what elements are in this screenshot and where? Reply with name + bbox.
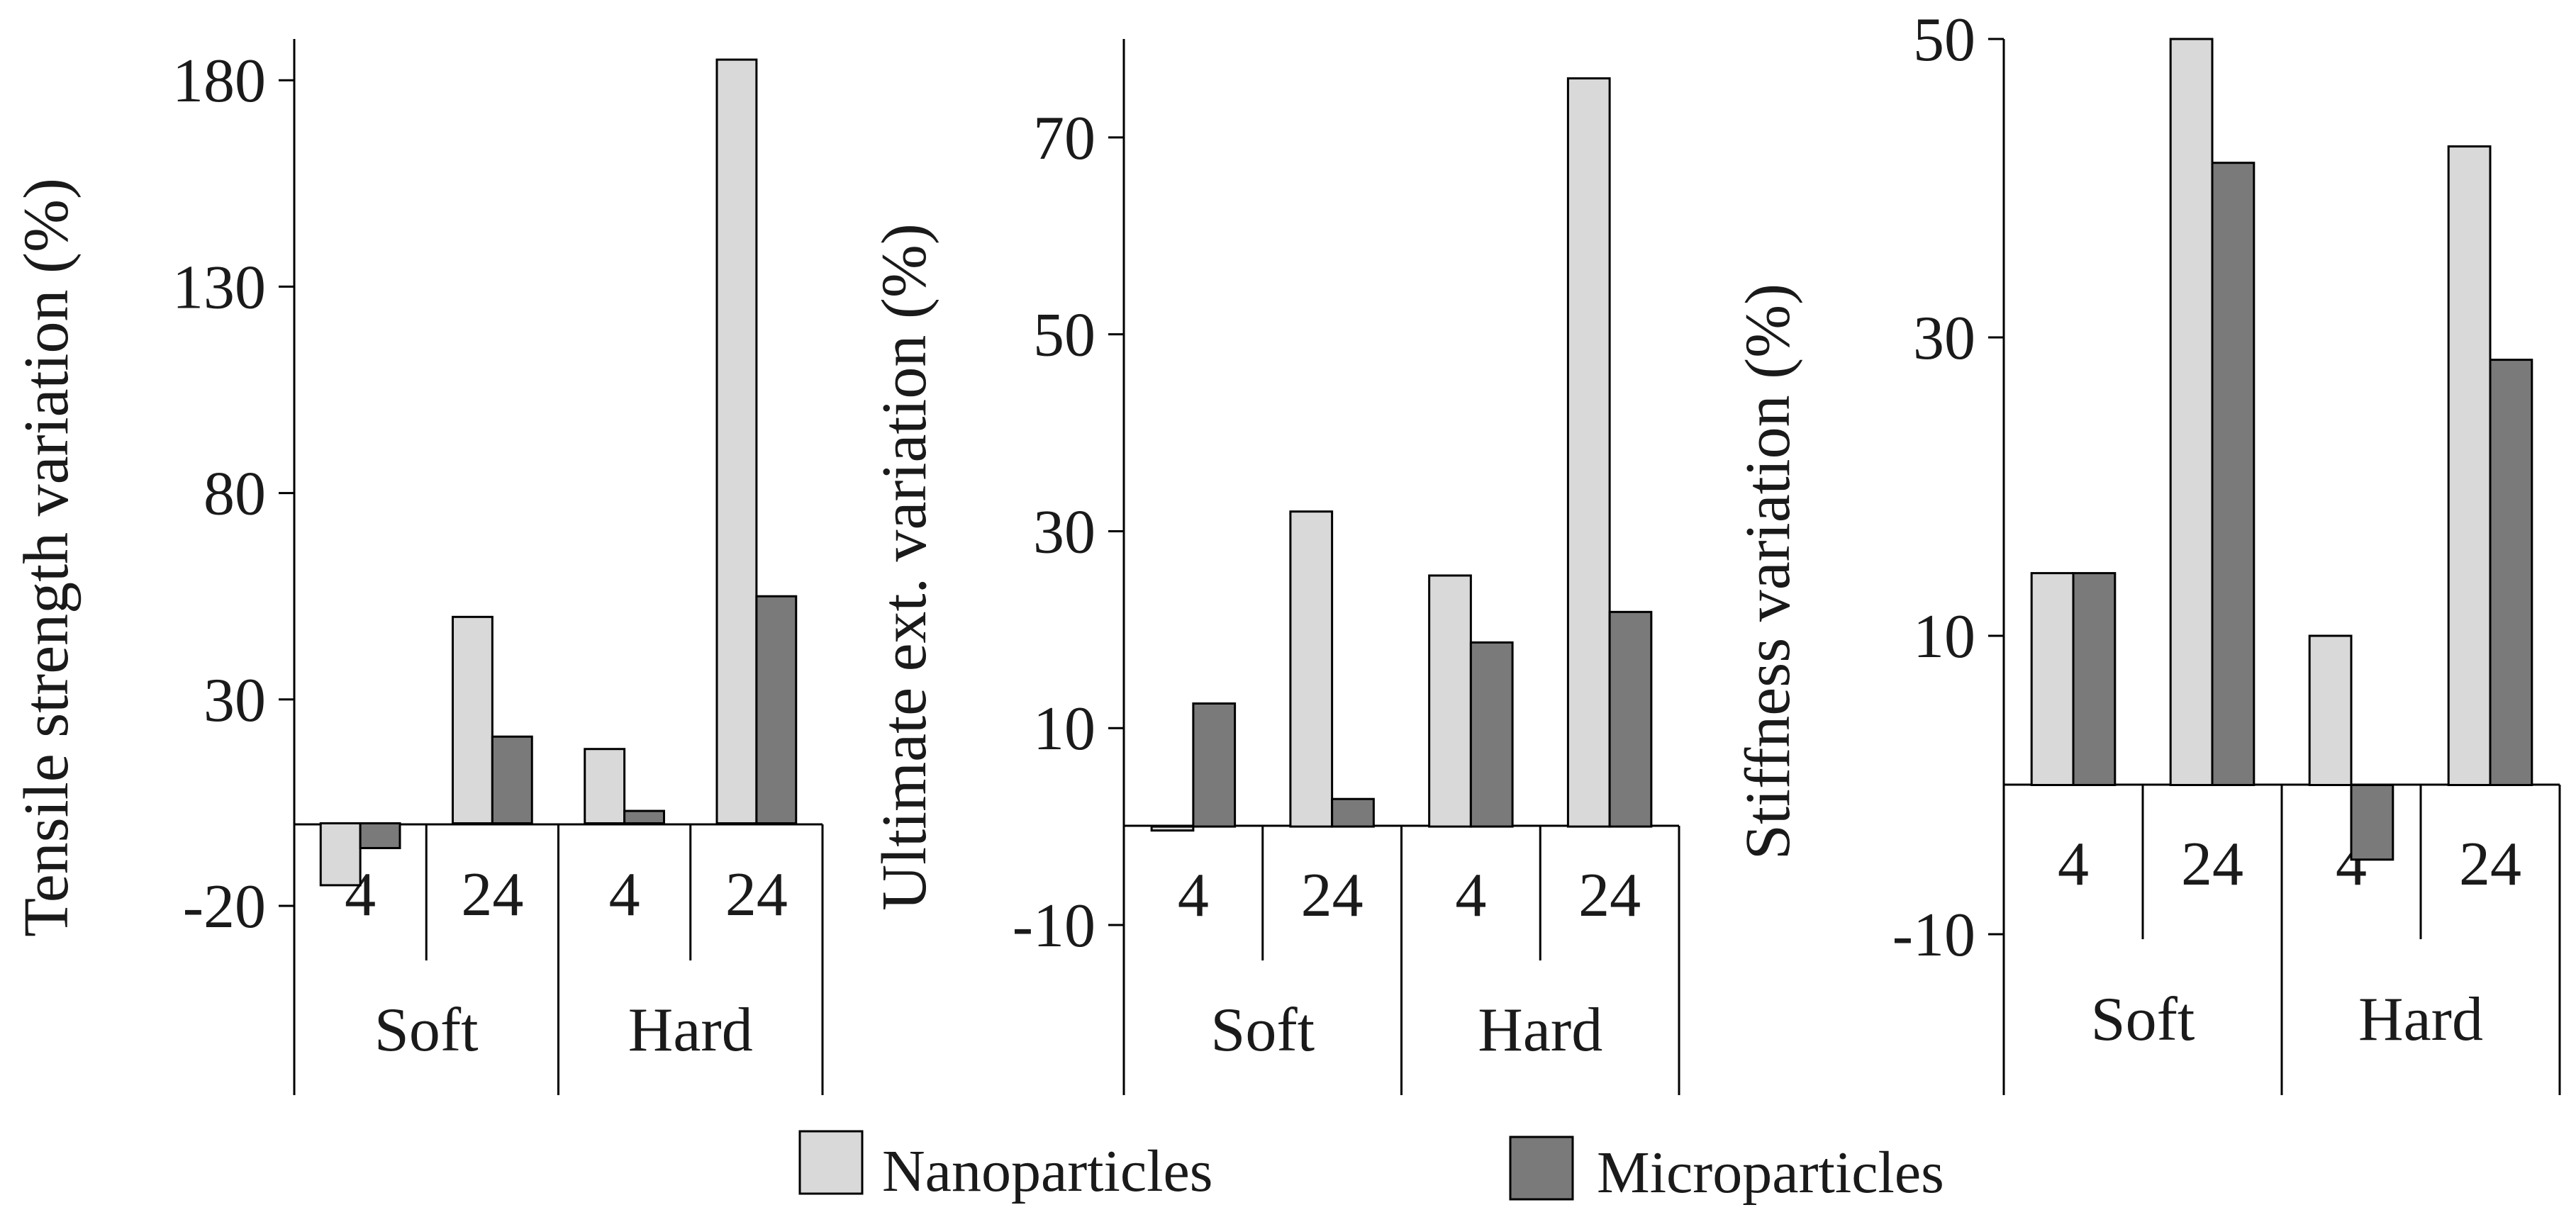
group-label: Soft — [1210, 996, 1315, 1065]
legend: Nanoparticles Microparticles — [798, 1130, 1944, 1206]
bar-nanoparticles — [2447, 145, 2492, 786]
y-tick-label: -10 — [1013, 892, 1095, 960]
y-tick-label: 10 — [1913, 602, 1975, 671]
y-tick-label: 30 — [1913, 304, 1975, 373]
category-label: 4 — [1178, 861, 1209, 930]
chart-tensile-strength: -20 30 80 130 180 Tensile strength variation … — [11, 39, 824, 1095]
legend-label-nanoparticles: Nanoparticles — [882, 1138, 1212, 1204]
bar-microparticles — [2072, 572, 2117, 787]
bar-microparticles — [623, 809, 665, 825]
bar-nanoparticles — [1566, 77, 1611, 828]
bar-nanoparticles — [1428, 574, 1472, 828]
bar-nanoparticles — [452, 615, 494, 825]
bar-microparticles — [2489, 359, 2533, 786]
y-tick-label: 50 — [1913, 6, 1975, 74]
bar-microparticles — [359, 822, 401, 849]
bar-nanoparticles — [1289, 510, 1334, 828]
bar-microparticles — [1469, 641, 1514, 828]
category-label: 24 — [461, 861, 523, 929]
bar-microparticles — [1608, 610, 1653, 828]
category-label: 24 — [1301, 861, 1364, 930]
bar-microparticles — [755, 595, 798, 825]
category-label: 24 — [2459, 830, 2521, 899]
y-axis-title: Stiffness variation (%) — [1733, 284, 1803, 860]
y-tick-label: 180 — [172, 47, 266, 116]
y-tick-label: 50 — [1033, 301, 1095, 370]
legend-label-microparticles: Microparticles — [1597, 1140, 1944, 1206]
bar-nanoparticles — [2030, 572, 2075, 787]
y-tick-label: 10 — [1033, 695, 1095, 763]
bar-microparticles — [2211, 162, 2256, 786]
category-label: 4 — [609, 861, 640, 929]
category-label: 4 — [2058, 830, 2089, 899]
bar-nanoparticles — [715, 58, 758, 825]
y-tick-label: -20 — [183, 873, 266, 941]
bar-nanoparticles — [584, 748, 626, 825]
group-label: Hard — [628, 996, 753, 1065]
legend-swatch-nanoparticles — [798, 1130, 864, 1195]
y-tick-label: 130 — [172, 253, 266, 322]
y-tick-label: -10 — [1892, 901, 1975, 970]
y-axis-title: Tensile strength variation (%) — [11, 178, 82, 937]
bar-nanoparticles — [2308, 634, 2353, 786]
category-label: 24 — [1578, 861, 1641, 930]
chart-ultimate-extension: -10 10 30 50 70 Ultimate ext. variation (%) 4 2… — [869, 39, 1680, 1095]
bar-microparticles — [1192, 702, 1237, 828]
bar-nanoparticles — [1150, 825, 1195, 832]
y-tick-label: 30 — [203, 666, 266, 735]
y-tick-label: 30 — [1033, 498, 1095, 566]
y-tick-label: 70 — [1033, 104, 1095, 173]
legend-swatch-microparticles — [1509, 1136, 1574, 1201]
bar-microparticles — [491, 735, 533, 825]
bar-microparticles — [1331, 797, 1375, 828]
category-label: 24 — [2181, 830, 2243, 899]
bar-microparticles — [2350, 784, 2394, 861]
y-axis-title: Ultimate ext. variation (%) — [869, 223, 939, 911]
bar-nanoparticles — [319, 822, 362, 887]
group-label: Soft — [374, 996, 479, 1065]
group-label: Hard — [1478, 996, 1602, 1065]
bar-nanoparticles — [2169, 38, 2214, 786]
group-label: Hard — [2358, 985, 2483, 1054]
y-tick-label: 80 — [203, 460, 266, 529]
group-label: Soft — [2091, 985, 2195, 1054]
category-label: 4 — [1455, 861, 1486, 930]
category-label: 24 — [725, 861, 788, 929]
